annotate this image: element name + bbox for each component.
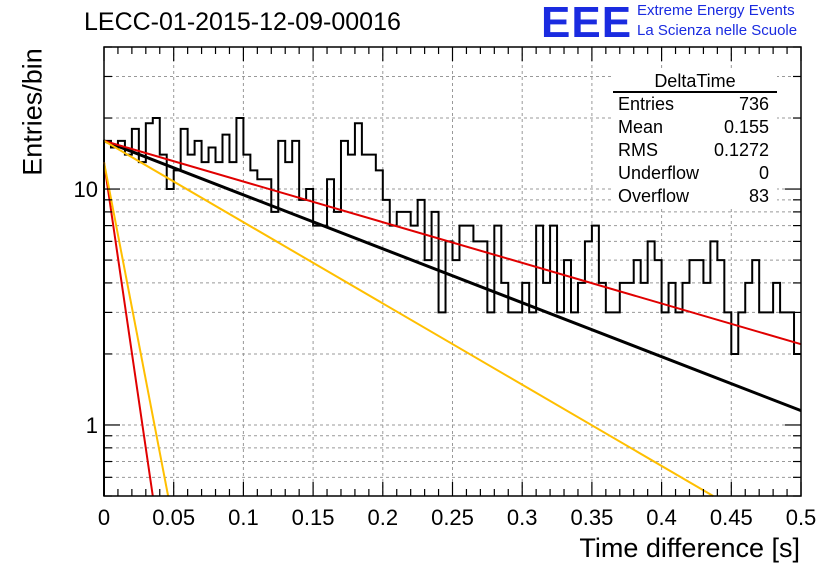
x-tick-label: 0.1	[228, 505, 259, 530]
stats-title: DeltaTime	[613, 71, 777, 93]
stats-box: DeltaTime Entries 736 Mean 0.155 RMS 0.1…	[613, 71, 777, 208]
histogram-series	[103, 117, 801, 496]
stats-row: RMS 0.1272	[613, 139, 777, 162]
x-tick-label: 0.3	[507, 505, 538, 530]
fit-line	[103, 161, 170, 497]
stats-row: Underflow 0	[613, 162, 777, 185]
logo-line-1: Extreme Energy Events	[637, 2, 795, 19]
stats-value: 0.155	[723, 117, 769, 137]
logo-line-2: La Scienza nelle Scuole	[637, 22, 798, 39]
stats-row: Overflow 83	[613, 185, 777, 208]
x-tick-label: 0	[98, 505, 110, 530]
stats-label: Overflow	[618, 186, 690, 206]
fit-line	[103, 139, 802, 413]
stats-row: Entries 736	[613, 93, 777, 116]
stats-label: Entries	[618, 94, 675, 114]
stats-value: 0.1272	[713, 140, 769, 160]
stats-row: Mean 0.155	[613, 116, 777, 139]
eee-logo: EEE	[541, 0, 633, 47]
fit-line	[103, 139, 802, 346]
x-tick-label: 0.45	[710, 505, 753, 530]
x-tick-label: 0.5	[786, 505, 817, 530]
stats-label: Mean	[618, 117, 664, 137]
stats-value: 0	[758, 163, 769, 183]
x-tick-label: 0.15	[292, 505, 335, 530]
stats-label: Underflow	[618, 163, 700, 183]
stats-value: 83	[748, 186, 769, 206]
x-axis-label: Time difference [s]	[579, 533, 800, 563]
page-title: LECC-01-2015-12-09-00016	[84, 8, 401, 36]
y-tick-label: 10	[74, 177, 98, 202]
x-tick-label: 0.05	[152, 505, 195, 530]
x-tick-label: 0.25	[431, 505, 474, 530]
x-tick-label: 0.35	[570, 505, 613, 530]
fit-line	[103, 162, 154, 497]
x-tick-label: 0.2	[368, 505, 399, 530]
y-tick-label: 1	[86, 413, 98, 438]
stats-label: RMS	[618, 140, 658, 160]
x-tick-label: 0.4	[646, 505, 677, 530]
stats-value: 736	[738, 94, 769, 114]
fit-line	[103, 140, 714, 497]
y-axis-label: Entries/bin	[17, 48, 48, 176]
